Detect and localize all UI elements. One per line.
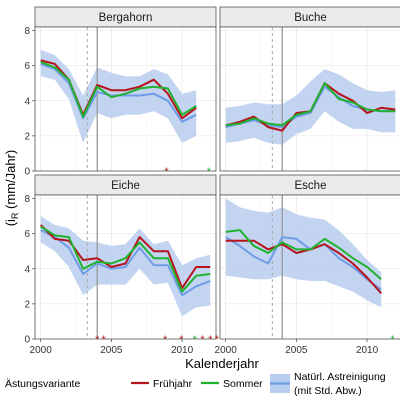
series-line-fruehjahr-eiche: [39, 224, 211, 290]
series-line-sommer-bergahorn: [40, 61, 197, 118]
y-axis-title-main: (i: [3, 219, 18, 226]
significance-marker-bergahorn: *: [207, 166, 212, 178]
y-tick-label-0: 0: [24, 335, 30, 346]
legend-title: Ästungsvariante: [5, 378, 80, 390]
significance-marker-bergahorn: *: [164, 166, 169, 178]
significance-marker-eiche: *: [208, 334, 213, 346]
y-axis-title: (iR (mm/Jahr): [3, 150, 20, 227]
significance-marker-eiche: *: [200, 334, 205, 346]
y-tick-label-8: 8: [24, 26, 30, 37]
series-line-sommer-buche: [225, 82, 396, 127]
y-tick-label-2: 2: [24, 131, 30, 142]
panel-bergahorn: Bergahorn * * 0 2 4 6 8: [24, 6, 217, 178]
legend-label-reference-2: (mit Std. Abw.): [294, 385, 362, 397]
panel-border-buche: [219, 26, 400, 172]
strip-label-buche: Buche: [294, 12, 327, 24]
significance-marker-eiche: *: [163, 334, 168, 346]
y-axis-title-rest: (mm/Jahr): [3, 150, 18, 213]
x-tick-label-2000: 2000: [215, 345, 238, 356]
legend: Ästungsvariante Frühjahr Sommer Natürl. …: [5, 371, 386, 397]
panel-border-esche: [219, 194, 400, 340]
series-line-fruehjahr-esche: [225, 239, 382, 294]
panel-border-eiche: [34, 194, 217, 340]
y-tick-label-0: 0: [24, 167, 30, 178]
y-tick-label-4: 4: [24, 96, 30, 107]
significance-marker-esche: *: [390, 334, 395, 346]
legend-label-reference-1: Natürl. Astreinigung: [294, 371, 386, 383]
x-tick-label-2000: 2000: [30, 345, 53, 356]
x-axis-title: Kalenderjahr: [185, 356, 259, 371]
y-tick-label-2: 2: [24, 299, 30, 310]
strip-label-bergahorn: Bergahorn: [99, 12, 153, 24]
series-line-reference-esche: [225, 236, 382, 291]
y-tick-label-6: 6: [24, 229, 30, 240]
significance-marker-eiche: *: [95, 334, 100, 346]
y-tick-label-4: 4: [24, 264, 30, 275]
significance-marker-eiche: *: [193, 334, 198, 346]
strip-label-eiche: Eiche: [111, 180, 140, 192]
series-line-sommer-eiche: [40, 225, 211, 293]
x-tick-label-2010: 2010: [356, 345, 379, 356]
y-tick-label-8: 8: [24, 194, 30, 205]
series-line-reference-eiche: [40, 229, 211, 297]
panel-border-bergahorn: [34, 26, 217, 172]
panel-esche: Esche*2000 2005 2010: [215, 174, 400, 356]
legend-label-fruehjahr: Frühjahr: [153, 378, 193, 390]
x-tick-label-2010: 2010: [171, 345, 194, 356]
legend-label-sommer: Sommer: [223, 378, 263, 390]
strip-label-esche: Esche: [295, 180, 327, 192]
x-tick-label-2005: 2005: [100, 345, 123, 356]
significance-marker-eiche: *: [101, 334, 106, 346]
x-tick-label-2005: 2005: [285, 345, 308, 356]
std-band-esche: [225, 198, 382, 308]
y-axis-title-sub: R: [10, 212, 20, 219]
significance-marker-eiche: *: [215, 334, 220, 346]
series-line-sommer-esche: [225, 229, 382, 281]
y-tick-label-6: 6: [24, 61, 30, 72]
panel-buche: Buche: [219, 6, 400, 172]
